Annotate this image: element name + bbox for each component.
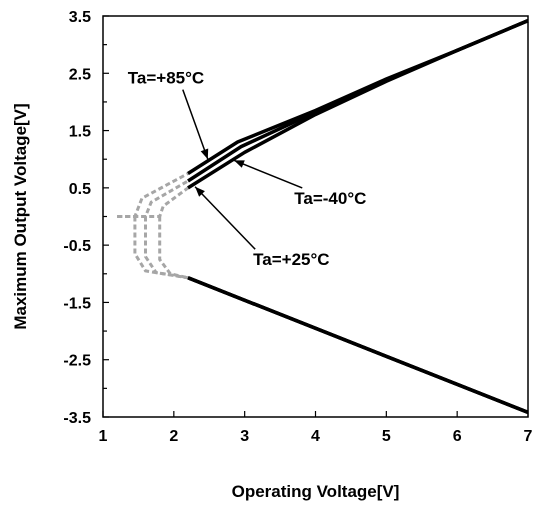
ticks — [102, 15, 529, 418]
annotation-label: Ta=-40°C — [294, 189, 366, 208]
annotation-arrowhead — [234, 160, 245, 168]
annotation-label: Ta=+25°C — [253, 250, 329, 269]
x-tick-label: 7 — [524, 428, 533, 445]
series-0-dashed-negative — [133, 216, 189, 280]
y-tick-label: 0.5 — [69, 181, 91, 198]
series-1-dashed-negative — [144, 216, 189, 280]
series-1-dashed-positive — [117, 179, 189, 218]
x-tick-label: 5 — [382, 428, 391, 445]
x-tick-label: 3 — [240, 428, 249, 445]
annotation-label: Ta=+85°C — [128, 69, 204, 88]
annotation-arrow-line — [194, 186, 256, 250]
y-axis-title: Maximum Output Voltage[V] — [11, 103, 30, 329]
y-tick-label: -3.5 — [63, 410, 91, 427]
plot-lines — [117, 18, 529, 415]
annotation-arrow-line — [233, 159, 303, 189]
series-2-dashed-positive — [117, 186, 189, 218]
y-tick-label: 2.5 — [69, 66, 91, 83]
x-axis-title: Operating Voltage[V] — [232, 482, 400, 501]
series-2-dashed-negative — [158, 216, 189, 280]
annotation-arrowhead — [195, 186, 205, 197]
annotations: Ta=+85°C Ta=-40°C Ta=+25°C — [128, 69, 367, 270]
annotation-arrow-line — [182, 89, 209, 160]
y-tick-label: 3.5 — [69, 9, 91, 26]
series-2-solid-positive — [187, 18, 529, 190]
tick-labels: 1 2 3 4 5 6 7 3.5 2.5 1.5 0.5 -0.5 -1.5 -2.5 -3.5 — [63, 9, 532, 445]
y-tick-label: -1.5 — [63, 295, 91, 312]
x-tick-label: 1 — [99, 428, 108, 445]
y-tick-label: -0.5 — [63, 238, 91, 255]
series-2-solid-negative — [187, 276, 529, 415]
x-tick-label: 2 — [169, 428, 178, 445]
x-tick-label: 4 — [311, 428, 320, 445]
x-tick-label: 6 — [453, 428, 462, 445]
y-tick-label: 1.5 — [69, 124, 91, 141]
annotation-arrowhead — [200, 148, 209, 160]
y-tick-label: -2.5 — [63, 353, 91, 370]
